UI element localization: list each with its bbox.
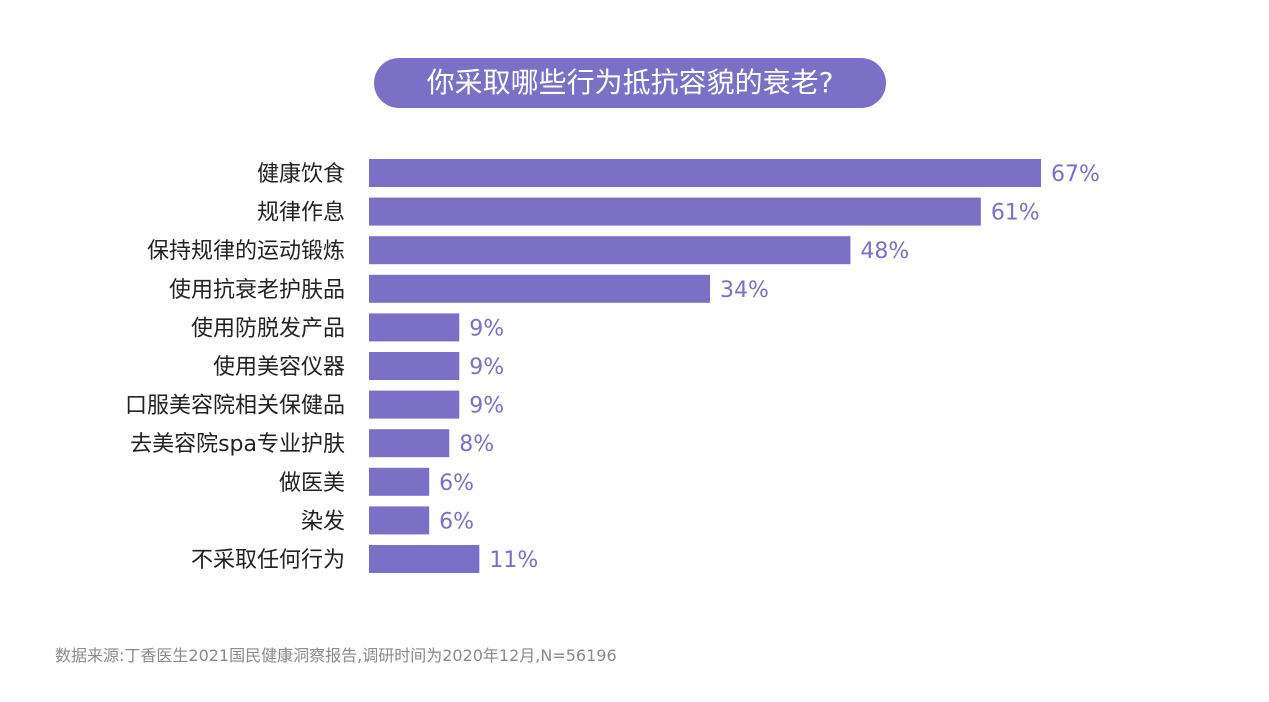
value-label: 34% bbox=[720, 278, 769, 303]
value-label: 9% bbox=[469, 316, 504, 341]
value-label: 9% bbox=[469, 394, 504, 419]
category-label: 染发 bbox=[301, 509, 345, 534]
bar bbox=[369, 467, 430, 496]
category-label: 使用防脱发产品 bbox=[191, 316, 345, 341]
category-label: 去美容院spa专业护肤 bbox=[130, 432, 345, 457]
category-label: 不采取任何行为 bbox=[191, 548, 345, 573]
category-label: 使用美容仪器 bbox=[213, 355, 345, 380]
bar bbox=[369, 429, 450, 458]
category-labels: 健康饮食规律作息保持规律的运动锻炼使用抗衰老护肤品使用防脱发产品使用美容仪器口服… bbox=[125, 162, 345, 573]
category-label: 使用抗衰老护肤品 bbox=[169, 278, 345, 303]
value-label: 6% bbox=[439, 471, 474, 496]
bar bbox=[369, 313, 460, 342]
value-label: 48% bbox=[860, 239, 909, 264]
value-label: 11% bbox=[489, 548, 538, 573]
bar bbox=[369, 197, 981, 226]
bar bbox=[369, 352, 460, 380]
category-label: 规律作息 bbox=[257, 201, 345, 226]
value-label: 6% bbox=[439, 509, 474, 534]
category-label: 健康饮食 bbox=[257, 162, 345, 187]
bars bbox=[369, 159, 1041, 573]
category-label: 做医美 bbox=[279, 471, 345, 496]
bar bbox=[369, 236, 851, 265]
value-label: 9% bbox=[469, 355, 504, 380]
category-label: 保持规律的运动锻炼 bbox=[147, 239, 345, 264]
bar bbox=[369, 274, 711, 303]
value-labels: 67% 61% 48% 34% 9% 9% 9% 8% 6% 6% 11% bbox=[439, 162, 1100, 573]
value-label: 67% bbox=[1051, 162, 1100, 187]
bar bbox=[369, 159, 1041, 187]
value-label: 8% bbox=[459, 432, 494, 457]
category-label: 口服美容院相关保健品 bbox=[125, 394, 345, 419]
bar bbox=[369, 545, 480, 573]
value-label: 61% bbox=[991, 201, 1040, 226]
bar bbox=[369, 390, 460, 419]
source-note: 数据来源:丁香医生2021国民健康洞察报告,调研时间为2020年12月,N=56… bbox=[55, 646, 617, 665]
chart-title: 你采取哪些行为抵抗容貌的衰老? bbox=[374, 58, 886, 108]
bar bbox=[369, 506, 430, 535]
